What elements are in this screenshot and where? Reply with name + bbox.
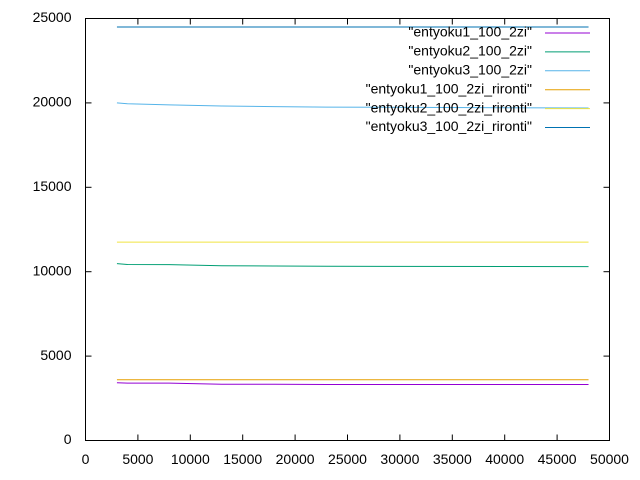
legend-label: "entyoku2_100_2zi" bbox=[408, 43, 532, 59]
legend-label: "entyoku2_100_2zi_rironti" bbox=[366, 99, 532, 115]
x-tick-label: 5000 bbox=[122, 451, 153, 467]
x-tick-label: 35000 bbox=[433, 451, 472, 467]
legend-label: "entyoku1_100_2zi_rironti" bbox=[366, 80, 532, 96]
x-tick-label: 10000 bbox=[171, 451, 210, 467]
y-tick-label: 5000 bbox=[40, 347, 71, 363]
legend-label: "entyoku1_100_2zi" bbox=[408, 24, 532, 40]
y-tick-label: 0 bbox=[64, 431, 72, 447]
x-tick-label: 25000 bbox=[328, 451, 367, 467]
legend-label: "entyoku3_100_2zi_rironti" bbox=[366, 118, 532, 134]
x-tick-label: 30000 bbox=[380, 451, 419, 467]
x-tick-label: 20000 bbox=[276, 451, 315, 467]
y-tick-label: 10000 bbox=[33, 262, 72, 278]
legend-label: "entyoku3_100_2zi" bbox=[408, 62, 532, 78]
x-tick-label: 50000 bbox=[590, 451, 629, 467]
series-line bbox=[116, 382, 589, 385]
x-tick-label: 45000 bbox=[538, 451, 577, 467]
x-tick-label: 0 bbox=[82, 451, 90, 467]
x-tick-label: 40000 bbox=[485, 451, 524, 467]
series-line bbox=[116, 102, 589, 109]
series-line bbox=[116, 263, 589, 268]
x-tick-label: 15000 bbox=[223, 451, 262, 467]
y-tick-label: 15000 bbox=[33, 178, 72, 194]
y-tick-label: 25000 bbox=[33, 9, 72, 25]
y-tick-label: 20000 bbox=[33, 94, 72, 110]
